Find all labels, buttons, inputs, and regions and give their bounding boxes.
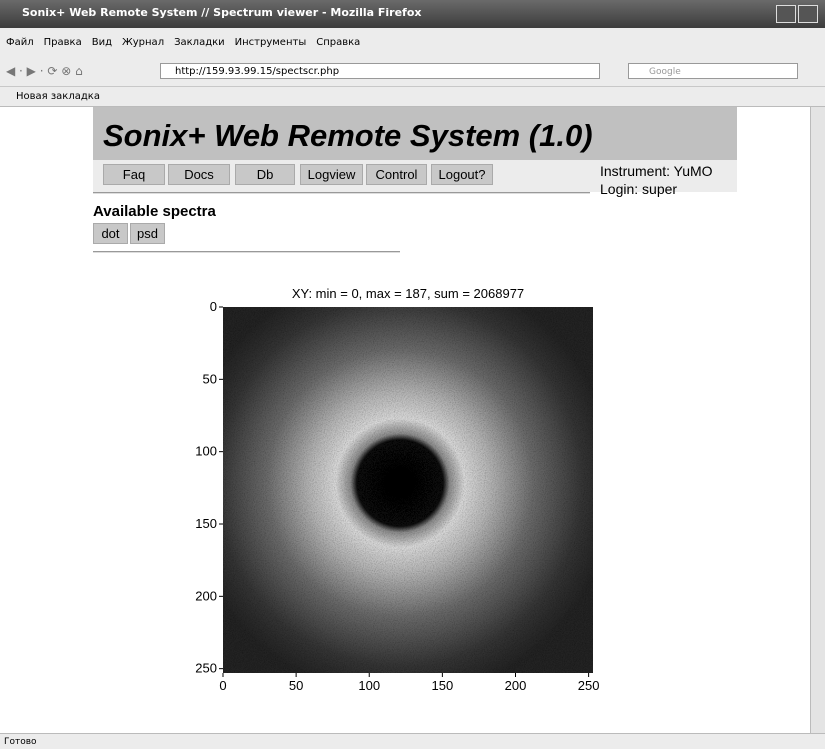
heatmap-image <box>223 307 593 673</box>
menu-item[interactable]: Правка <box>44 37 82 48</box>
title-bar: Sonix+ Web Remote System // Spectrum vie… <box>0 0 825 28</box>
maximize-button[interactable] <box>798 5 818 23</box>
plot-title: XY: min = 0, max = 187, sum = 2068977 <box>292 286 524 301</box>
y-tick-label: 250 <box>195 661 217 676</box>
menu-item[interactable]: Закладки <box>174 37 225 48</box>
x-tick-label: 250 <box>578 678 600 693</box>
heatmap-background <box>223 307 593 673</box>
menu-item[interactable]: Файл <box>6 37 34 48</box>
minimize-button[interactable] <box>776 5 796 23</box>
menu-bar: Файл Правка Вид Журнал Закладки Инструменты Сп… <box>0 28 825 58</box>
nav-toolbar: ◀ · ▶ · ⟳ ⊗ ⌂ http://159.93.99.15/spects… <box>0 58 825 87</box>
x-tick-label: 100 <box>358 678 380 693</box>
x-tick-label: 50 <box>289 678 303 693</box>
menu-item[interactable]: Журнал <box>122 37 164 48</box>
status-bar: Готово <box>0 733 825 749</box>
spectrum-plot: XY: min = 0, max = 187, sum = 2068977 0 5… <box>0 107 810 733</box>
address-bar[interactable]: http://159.93.99.15/spectscr.php <box>160 63 600 79</box>
y-tick-label: 0 <box>210 299 217 314</box>
bookmarks-bar: Новая закладка <box>0 87 825 107</box>
menu-item[interactable]: Инструменты <box>235 37 307 48</box>
menu-item[interactable]: Справка <box>316 37 360 48</box>
nav-buttons[interactable]: ◀ · ▶ · ⟳ ⊗ ⌂ <box>6 64 83 78</box>
x-tick-label: 0 <box>219 678 226 693</box>
y-tick-label: 100 <box>195 444 217 459</box>
browser-window: {"window": {"title": "Sonix+ Web Remote … <box>0 0 825 749</box>
x-tick-label: 150 <box>432 678 454 693</box>
window-title: Sonix+ Web Remote System // Spectrum vie… <box>0 6 421 19</box>
x-tick-label: 200 <box>505 678 527 693</box>
y-tick-label: 150 <box>195 516 217 531</box>
bookmark[interactable]: Новая закладка <box>16 91 100 102</box>
scrollbar[interactable] <box>810 107 825 733</box>
y-tick-label: 50 <box>203 371 217 386</box>
menu-item[interactable]: Вид <box>92 37 112 48</box>
y-tick-label: 200 <box>195 588 217 603</box>
search-box[interactable]: Google <box>628 63 798 79</box>
